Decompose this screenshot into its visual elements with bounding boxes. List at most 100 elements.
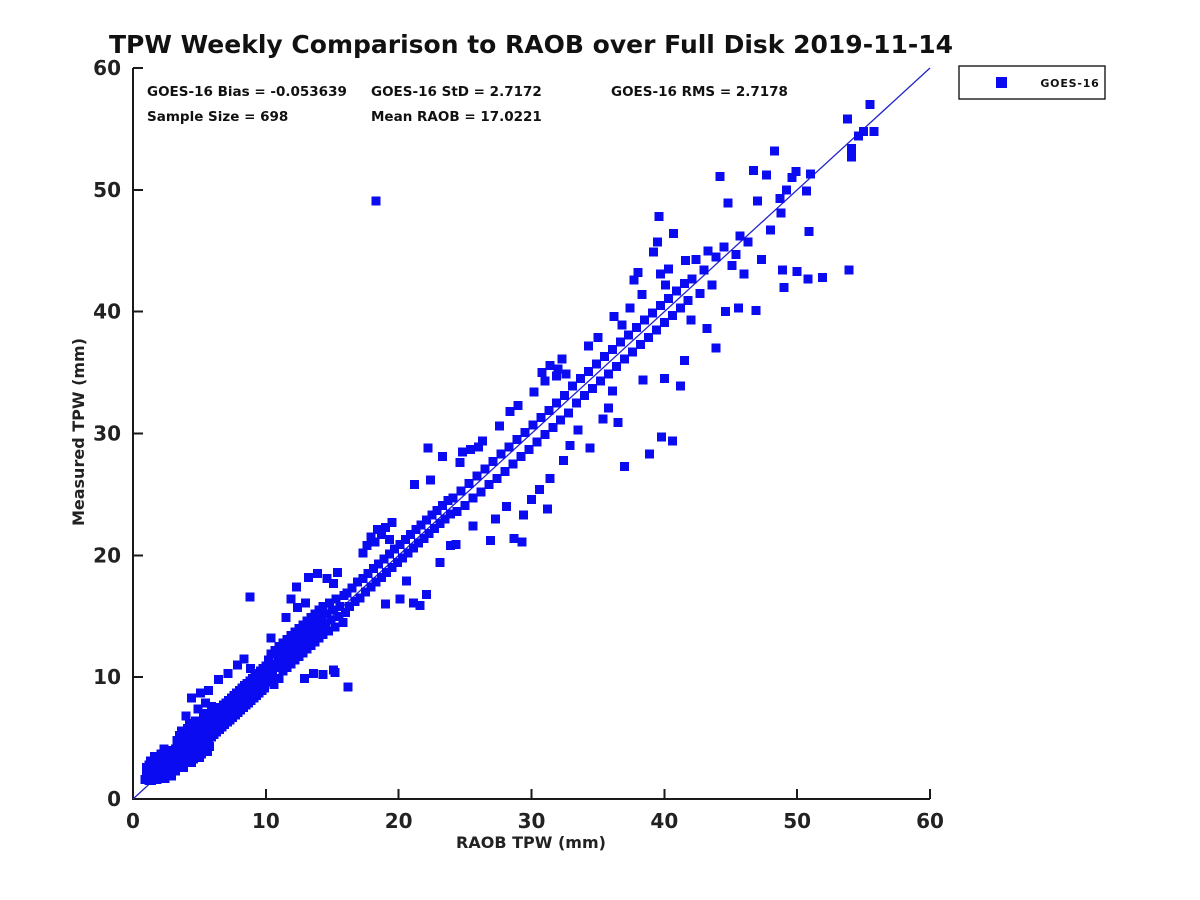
scatter-point [572, 398, 582, 408]
scatter-point [443, 496, 453, 506]
scatter-point [731, 249, 741, 259]
scatter-point [427, 510, 437, 520]
scatter-point [735, 231, 745, 241]
scatter-point [153, 752, 163, 762]
scatter-point [639, 315, 649, 325]
scatter-point [188, 754, 198, 764]
scatter-point [517, 537, 527, 547]
scatter-point [743, 237, 753, 247]
scatter-point [239, 654, 249, 664]
scatter-point [495, 421, 505, 431]
scatter-point [416, 520, 426, 530]
scatter-point [347, 583, 357, 593]
scatter-point [643, 332, 653, 342]
stat-mean-raob: Mean RAOB = 17.0221 [371, 109, 542, 125]
scatter-point [527, 494, 536, 504]
scatter-point [542, 504, 552, 514]
scatter-point [293, 603, 303, 613]
scatter-point [859, 126, 869, 136]
scatter-point [751, 305, 761, 315]
scatter-point [368, 564, 378, 574]
x-tick-label: 30 [518, 809, 546, 833]
scatter-point [186, 693, 196, 703]
scatter-point [615, 337, 625, 347]
scatter-point [283, 653, 293, 663]
scatter-point [468, 493, 478, 503]
scatter-point [460, 500, 470, 510]
scatter-point [371, 577, 381, 587]
scatter-point [455, 458, 465, 468]
scatter-point [565, 441, 575, 451]
scatter-point [480, 464, 490, 474]
scatter-point [452, 506, 462, 516]
scatter-point [182, 739, 192, 749]
scatter-point [172, 736, 182, 746]
scatter-point [675, 381, 685, 391]
scatter-point [200, 698, 210, 708]
scatter-point [513, 400, 523, 410]
scatter-point [146, 760, 156, 770]
scatter-point [524, 444, 534, 454]
scatter-point [366, 532, 376, 542]
scatter-point [756, 254, 766, 264]
scatter-point [153, 767, 163, 777]
scatter-point [303, 572, 313, 582]
scatter-point [661, 280, 671, 290]
scatter-point [423, 443, 433, 453]
scatter-point [438, 452, 448, 462]
scatter-point [390, 544, 400, 554]
scatter-point [472, 471, 482, 481]
scatter-point [669, 229, 679, 239]
scatter-point [657, 432, 667, 442]
scatter-point [274, 673, 284, 683]
scatter-point [155, 757, 165, 767]
scatter-series-goes16 [140, 100, 879, 786]
scatter-point [382, 567, 392, 577]
scatter-point [600, 352, 610, 362]
scatter-point [739, 269, 749, 279]
scatter-point [627, 347, 637, 357]
scatter-point [592, 359, 602, 369]
scatter-point [711, 343, 721, 353]
scatter-point [190, 732, 200, 742]
scatter-point [435, 519, 445, 529]
scatter-point [329, 578, 339, 588]
scatter-point [422, 515, 432, 525]
scatter-point [395, 539, 405, 549]
scatter-point [440, 514, 450, 524]
scatter-point [537, 368, 547, 378]
scatter-point [776, 208, 786, 218]
x-tick-label: 50 [783, 809, 811, 833]
stat-std: GOES-16 StD = 2.7172 [371, 84, 542, 100]
scatter-point [171, 766, 181, 776]
scatter-point [766, 225, 776, 235]
scatter-point [782, 185, 792, 195]
scatter-point [488, 457, 498, 467]
scatter-point [631, 323, 641, 333]
scatter-point [331, 594, 341, 604]
scatter-point [792, 266, 802, 276]
scatter-point [608, 344, 618, 354]
scatter-point [318, 670, 328, 680]
scatter-point [363, 569, 373, 579]
scatter-point [679, 355, 689, 365]
scatter-point [408, 598, 418, 608]
scatter-point [604, 369, 614, 379]
scatter-point [334, 611, 344, 621]
scatter-point [683, 296, 693, 306]
chart-title: TPW Weekly Comparison to RAOB over Full … [109, 30, 953, 59]
scatter-point [430, 524, 440, 534]
scatter-point [803, 274, 813, 284]
scatter-point [422, 589, 432, 599]
scatter-point [779, 282, 789, 292]
scatter-point [667, 310, 677, 320]
scatter-point [617, 320, 627, 330]
scatter-point [558, 455, 568, 465]
scatter-point [723, 198, 733, 208]
scatter-point [659, 374, 669, 384]
y-tick-label: 40 [93, 300, 121, 324]
scatter-point [198, 709, 208, 719]
scatter-point [671, 286, 681, 296]
